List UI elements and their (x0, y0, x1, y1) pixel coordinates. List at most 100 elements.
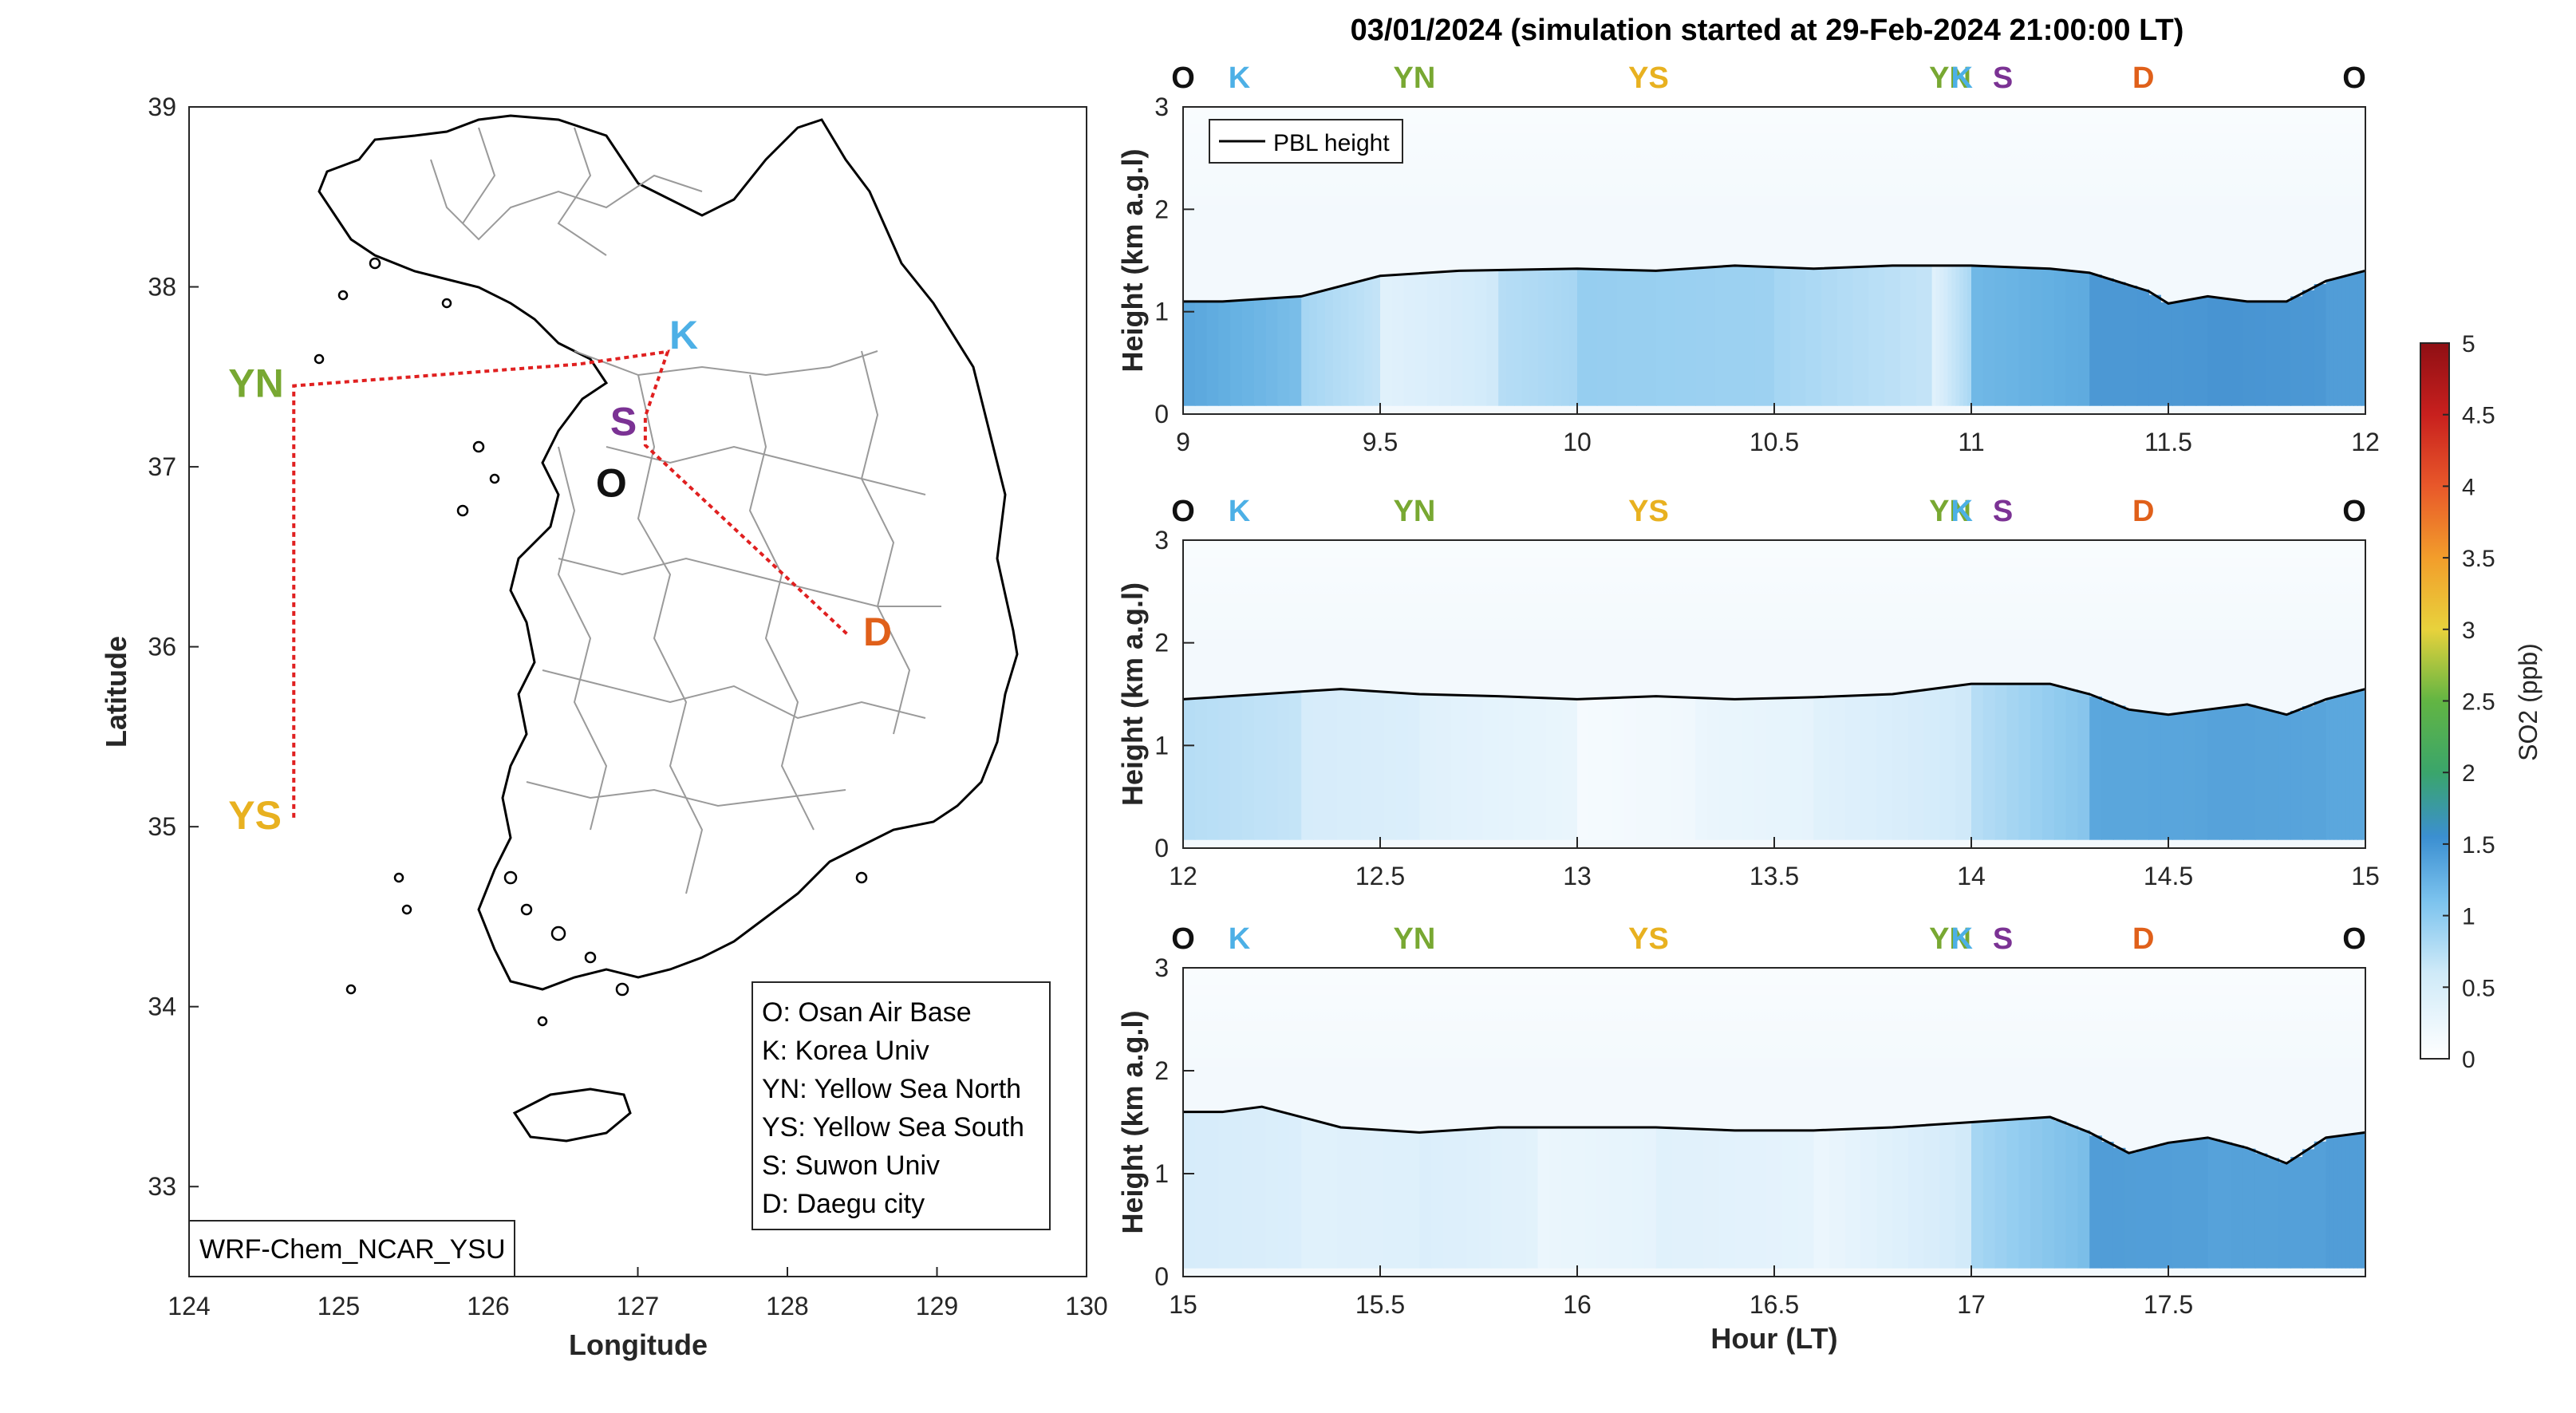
so2-column (2160, 714, 2173, 840)
curtain-upper-fade (1183, 968, 2365, 1076)
map-site-d: D (863, 610, 892, 654)
curtain-xtick-label: 15 (1169, 1290, 1197, 1319)
curtain-xtick-label: 12.5 (1355, 862, 1405, 890)
so2-column (1943, 265, 1949, 406)
curtain-upper-fade (1183, 540, 2365, 649)
so2-column (1774, 267, 1791, 406)
so2-column (1588, 698, 1602, 840)
colorbar-ticks: 0 0.5 1 1.5 2 2.5 3 3.5 4 4.5 5 (2443, 331, 2495, 1073)
so2-column (1348, 689, 1362, 840)
so2-column (2124, 286, 2138, 406)
so2-column (1194, 697, 1208, 840)
so2-column (2041, 268, 2055, 406)
so2-column (2345, 275, 2351, 406)
so2-column (2278, 301, 2291, 406)
so2-column (1734, 266, 1756, 406)
so2-column (1939, 265, 1945, 406)
so2-column (1718, 1130, 1736, 1269)
so2-column (2101, 278, 2114, 406)
so2-column (1860, 695, 1878, 840)
so2-column (1289, 296, 1302, 406)
so2-column (1348, 282, 1358, 406)
so2-column (2278, 714, 2291, 840)
map-site-k: K (669, 313, 698, 357)
legend-entry-s: S: Suwon Univ (762, 1151, 940, 1181)
so2-column (1289, 1115, 1302, 1269)
map-site-o: O (596, 461, 627, 506)
so2-column (1947, 265, 1953, 406)
so2-column (1206, 301, 1220, 406)
map-site-ys: YS (228, 793, 282, 838)
so2-column (1963, 265, 1968, 406)
so2-column (1577, 699, 1590, 840)
curtain-ytick-label: 0 (1154, 834, 1169, 862)
pbl-height-line (1183, 264, 2366, 305)
so2-column (2089, 1135, 2102, 1269)
so2-column (1844, 1128, 1862, 1269)
pbl-legend: PBL height (1209, 119, 1403, 164)
so2-column (1301, 1118, 1314, 1269)
so2-column (1915, 265, 1933, 406)
map-ytick-label: 39 (148, 93, 176, 121)
so2-column (2349, 1134, 2354, 1269)
curtain-xtick-label: 17 (1957, 1290, 1986, 1319)
so2-column (1797, 1130, 1815, 1269)
so2-column (1301, 295, 1310, 406)
so2-column (1194, 301, 1208, 406)
so2-column (2006, 1119, 2020, 1269)
so2-column (1687, 1128, 1704, 1269)
curtain-xtick-label: 17.5 (2144, 1290, 2193, 1319)
route-label-d: D (2132, 922, 2154, 956)
curtain-ytick-label: 1 (1154, 298, 1169, 326)
map-ylabel: Latitude (100, 636, 132, 748)
so2-column (1714, 266, 1736, 406)
so2-column (2089, 696, 2102, 840)
map-site-yn: YN (228, 361, 283, 406)
so2-column (2112, 282, 2126, 406)
so2-column (2266, 1158, 2280, 1269)
so2-column (1671, 1128, 1689, 1269)
so2-column (1553, 269, 1563, 406)
so2-column (2195, 297, 2209, 406)
so2-column (2030, 684, 2043, 840)
map-ytick-label: 35 (148, 812, 176, 841)
map-xtick-label: 128 (766, 1292, 808, 1320)
so2-column (1750, 1130, 1767, 1269)
so2-column (1907, 691, 1925, 840)
so2-column (1675, 268, 1696, 406)
so2-column (1754, 698, 1767, 840)
so2-column (2341, 1135, 2347, 1269)
so2-column (2290, 710, 2303, 840)
so2-column (1529, 269, 1539, 406)
route-label-s: S (1993, 922, 2013, 956)
legend-entry-ys: YS: Yellow Sea South (762, 1112, 1024, 1143)
so2-column (2183, 1139, 2197, 1269)
so2-column (1821, 267, 1838, 406)
map-ticks: 124 125 126 127 128 129 130 33 34 35 36 37 38 39 (148, 93, 1107, 1320)
so2-column (1612, 697, 1626, 840)
curtain-xtick-label: 15.5 (1355, 1290, 1405, 1319)
so2-column (1718, 698, 1732, 840)
curtain-ytick-label: 2 (1154, 629, 1169, 657)
curtain-xtick-label: 12 (1169, 862, 1197, 890)
route-label-o: O (1171, 922, 1195, 956)
so2-column (1360, 690, 1373, 840)
so2-column (1506, 270, 1515, 406)
so2-column (2329, 1136, 2335, 1269)
so2-column (2172, 302, 2185, 406)
curtain-ytick-label: 3 (1154, 526, 1169, 555)
so2-column (1900, 265, 1917, 406)
colorbar: 0 0.5 1 1.5 2 2.5 3 3.5 4 4.5 5 SO2 (ppb) (2420, 331, 2542, 1073)
so2-column (1490, 1127, 1503, 1269)
so2-column (1360, 1129, 1373, 1269)
route-label-o: O (1171, 495, 1195, 528)
colorbar-tick-label: 4.5 (2462, 403, 2495, 429)
so2-column (1183, 698, 1196, 840)
so2-column (2101, 701, 2114, 840)
so2-column (2361, 689, 2366, 840)
route-label-o: O (2342, 922, 2366, 956)
so2-column (2089, 274, 2102, 406)
so2-column (1907, 1126, 1925, 1269)
so2-column (1289, 692, 1302, 840)
